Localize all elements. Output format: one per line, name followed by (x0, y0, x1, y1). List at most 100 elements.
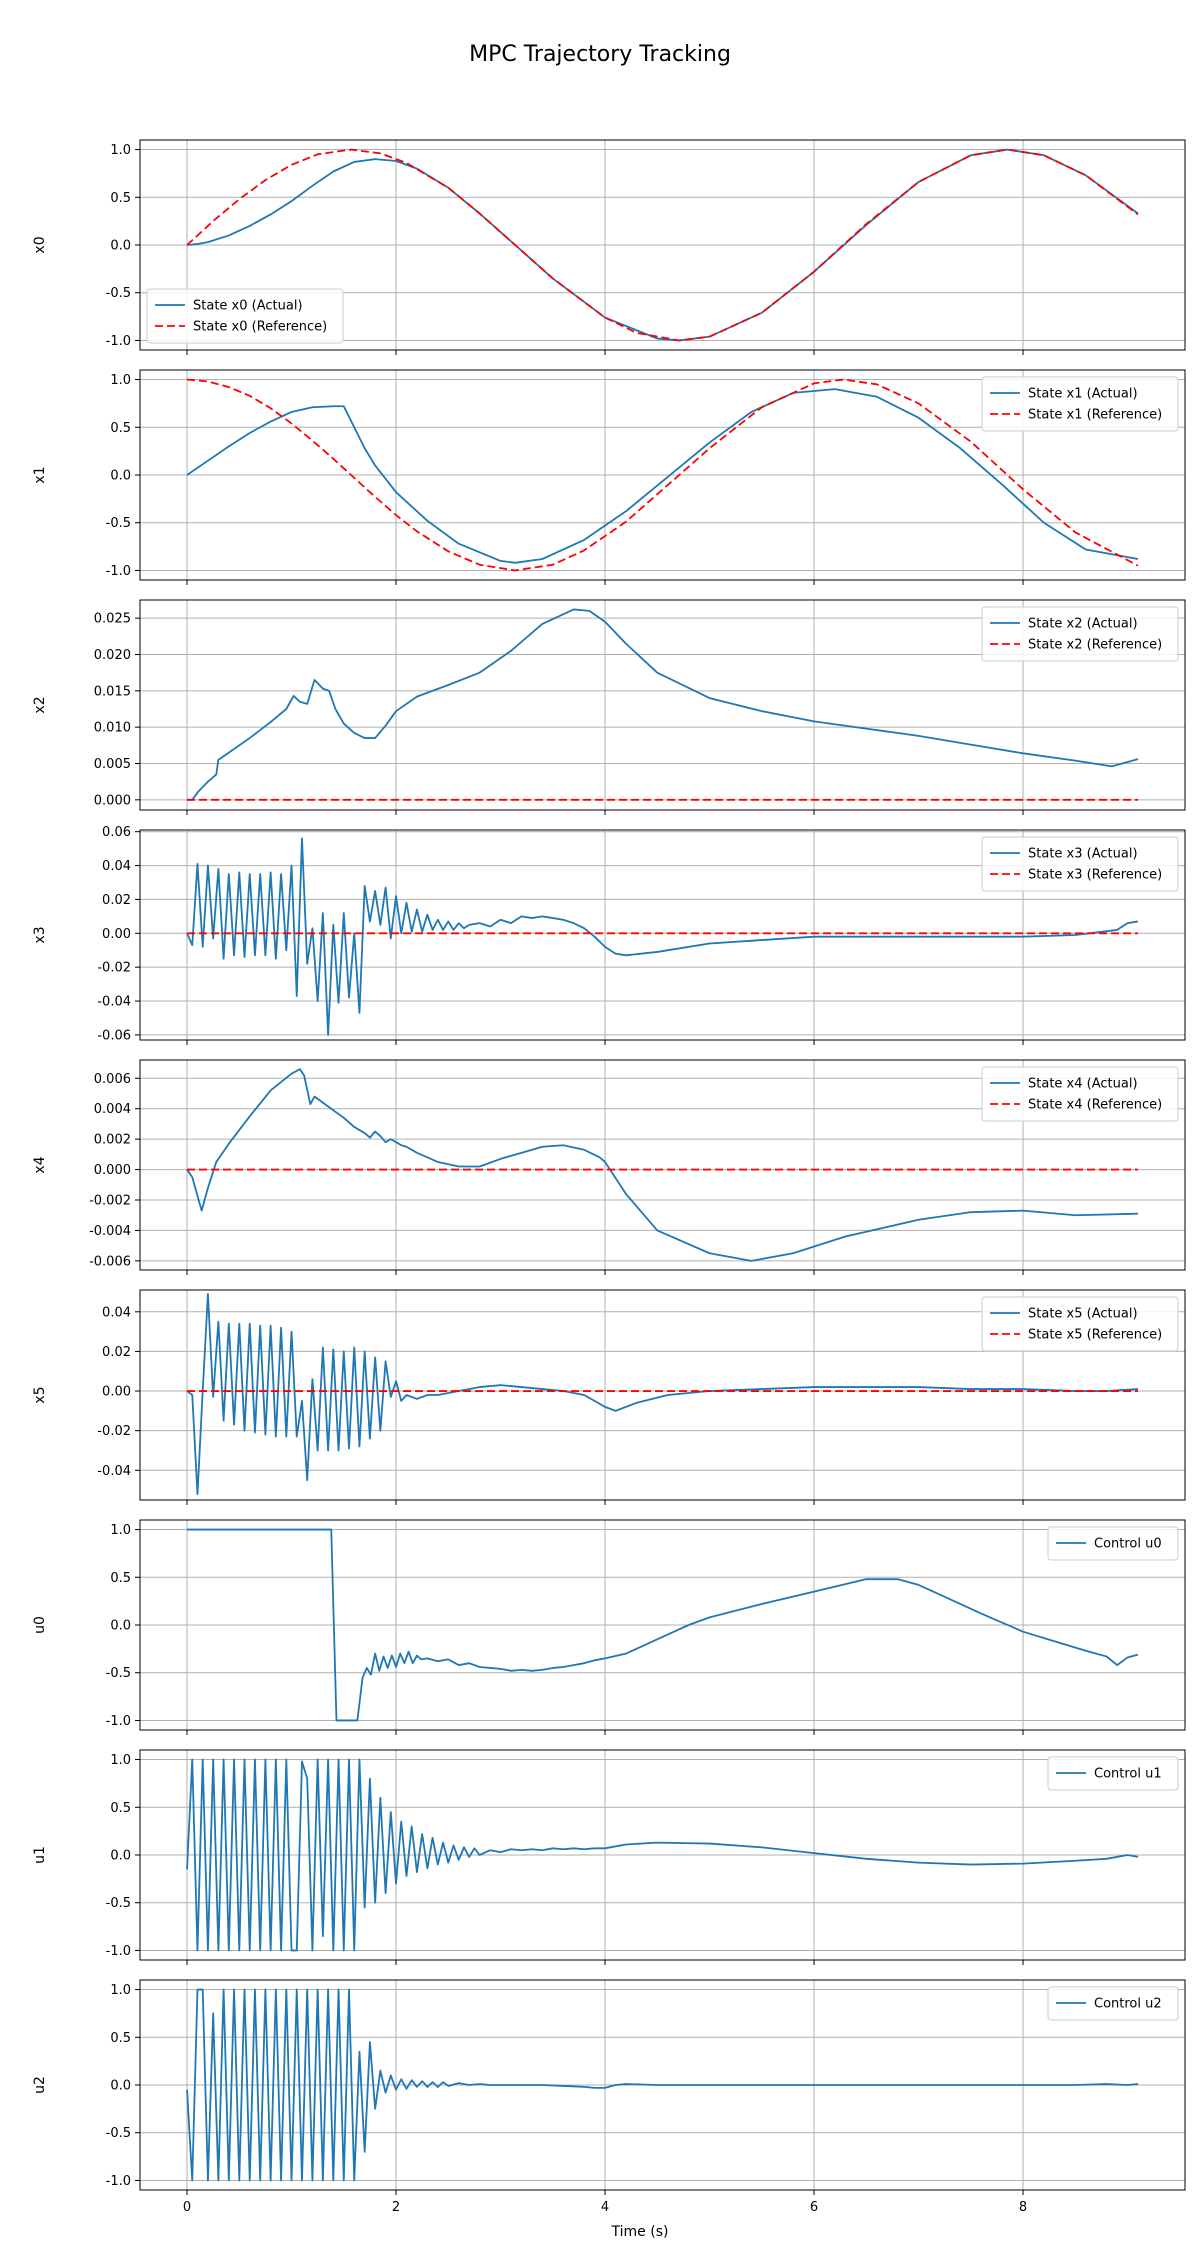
axes-frame (139, 1059, 1186, 1271)
x-tick-label: 6 (810, 2200, 818, 2215)
legend-entry: State x5 (Actual) (1028, 1307, 1138, 1322)
y-tick-label: 0.0 (110, 1849, 131, 1864)
legend: Control u2 (1047, 1986, 1179, 2021)
y-tick-label: 0.020 (94, 648, 131, 663)
y-tick-label: 0.5 (110, 1571, 131, 1586)
y-tick-label: -0.5 (106, 2126, 131, 2141)
legend-entry: State x4 (Actual) (1028, 1077, 1138, 1092)
x-tick-label: 0 (183, 2200, 191, 2215)
y-tick-label: -0.006 (89, 1254, 131, 1269)
axes-frame (139, 1289, 1186, 1501)
y-tick-label: 1.0 (110, 1523, 131, 1538)
y-tick-label: 0.5 (110, 1801, 131, 1816)
series-line-reference (186, 148, 1139, 342)
subplot-x3: 0.06 0.04 0.02 0.00 -0.02 -0.04 -0.06 x3 State x… (32, 825, 1186, 1045)
x-tick-label: 4 (601, 2200, 609, 2215)
legend: Control u1 (1047, 1756, 1179, 1791)
y-axis-label: u1 (32, 1846, 48, 1864)
legend-entry: State x5 (Reference) (1028, 1328, 1162, 1343)
y-axis-label: x2 (32, 696, 48, 713)
y-tick-label: -0.5 (106, 1666, 131, 1681)
x-tick-label: 2 (392, 2200, 400, 2215)
legend-box (981, 836, 1179, 892)
y-axis-label: u2 (32, 2076, 48, 2094)
axes-frame (139, 599, 1186, 811)
y-tick-label: 0.0 (110, 1619, 131, 1634)
series-line-actual (187, 608, 1139, 801)
y-tick-label: 0.5 (110, 191, 131, 206)
y-axis-label: x1 (32, 466, 48, 483)
y-axis-label: u0 (32, 1616, 48, 1634)
y-tick-label: 0.010 (94, 721, 131, 736)
legend-entry: State x4 (Reference) (1028, 1098, 1162, 1113)
y-tick-label: 0.02 (102, 893, 131, 908)
y-tick-label: -0.02 (97, 1424, 131, 1439)
y-tick-label: 0.0 (110, 469, 131, 484)
series-line-actual (187, 1528, 1139, 1722)
subplot-x4: 0.006 0.004 0.002 0.000 -0.002 -0.004 -0.006 x4… (32, 1059, 1186, 1275)
y-tick-label: -0.5 (106, 516, 131, 531)
legend-box (981, 376, 1179, 432)
y-tick-label: 0.02 (102, 1345, 131, 1360)
y-tick-label: 0.004 (94, 1102, 131, 1117)
y-tick-label: -0.5 (106, 286, 131, 301)
subplot-x2: 0.025 0.020 0.015 0.010 0.005 0.000 x2 State x2… (32, 599, 1186, 815)
series-line-actual (186, 388, 1139, 564)
y-tick-label: -1.0 (106, 334, 131, 349)
y-axis-label: x5 (32, 1386, 48, 1403)
y-tick-label: 1.0 (110, 1753, 131, 1768)
y-tick-label: 0.00 (102, 1385, 131, 1400)
y-tick-label: 1.0 (110, 143, 131, 158)
y-tick-label: -0.004 (89, 1224, 131, 1239)
y-tick-label: -1.0 (106, 2174, 131, 2189)
legend-box (981, 606, 1179, 662)
legend: State x1 (Actual) State x1 (Reference) (981, 376, 1179, 432)
figure-title: MPC Trajectory Tracking (469, 42, 731, 67)
y-tick-label: 1.0 (110, 1983, 131, 1998)
legend: Control u0 (1047, 1526, 1179, 1561)
y-axis-label: x3 (32, 926, 48, 943)
legend-entry: State x3 (Reference) (1028, 868, 1162, 883)
y-tick-label: 0.005 (94, 757, 131, 772)
legend-box (1047, 1756, 1179, 1791)
legend-entry: Control u0 (1094, 1537, 1162, 1552)
legend: State x0 (Actual) State x0 (Reference) (146, 288, 344, 344)
x-tick-label: 8 (1019, 2200, 1027, 2215)
subplot-x5: 0.04 0.02 0.00 -0.02 -0.04 x5 State x5 (Actual… (32, 1289, 1186, 1505)
y-tick-label: -1.0 (106, 1714, 131, 1729)
legend: State x2 (Actual) State x2 (Reference) (981, 606, 1179, 662)
y-tick-label: 0.00 (102, 927, 131, 942)
legend-entry: State x2 (Actual) (1028, 617, 1138, 632)
y-tick-label: 0.04 (102, 859, 131, 874)
legend-entry: Control u1 (1094, 1767, 1162, 1782)
y-tick-label: 0.5 (110, 2031, 131, 2046)
series-line-actual (186, 1758, 1139, 1952)
y-tick-label: -0.02 (97, 961, 131, 976)
y-tick-label: 0.025 (94, 612, 131, 627)
legend-entry: Control u2 (1094, 1997, 1162, 2012)
series-line-actual (186, 1988, 1139, 2182)
y-tick-label: -1.0 (106, 1944, 131, 1959)
y-tick-label: -0.04 (97, 995, 131, 1010)
y-axis-label: x4 (32, 1156, 48, 1173)
y-tick-label: 0.5 (110, 421, 131, 436)
legend-entry: State x0 (Reference) (193, 320, 327, 335)
legend-entry: State x2 (Reference) (1028, 638, 1162, 653)
legend-box (981, 1296, 1179, 1352)
legend-box (981, 1066, 1179, 1122)
y-tick-label: -0.002 (89, 1194, 131, 1209)
y-tick-label: 0.000 (94, 1163, 131, 1178)
legend: State x4 (Actual) State x4 (Reference) (981, 1066, 1179, 1122)
y-tick-label: 0.002 (94, 1133, 131, 1148)
legend: State x3 (Actual) State x3 (Reference) (981, 836, 1179, 892)
y-tick-label: 0.006 (94, 1072, 131, 1087)
subplot-u2: 1.0 0.5 0.0 -0.5 -1.0 0 2 4 6 8 u2 Control u2 (32, 1979, 1186, 2215)
x-axis-label: Time (s) (611, 2224, 669, 2240)
legend-box (1047, 1526, 1179, 1561)
series-line-actual (186, 1293, 1139, 1495)
series-line-actual (186, 1068, 1138, 1262)
y-tick-label: 0.0 (110, 2079, 131, 2094)
